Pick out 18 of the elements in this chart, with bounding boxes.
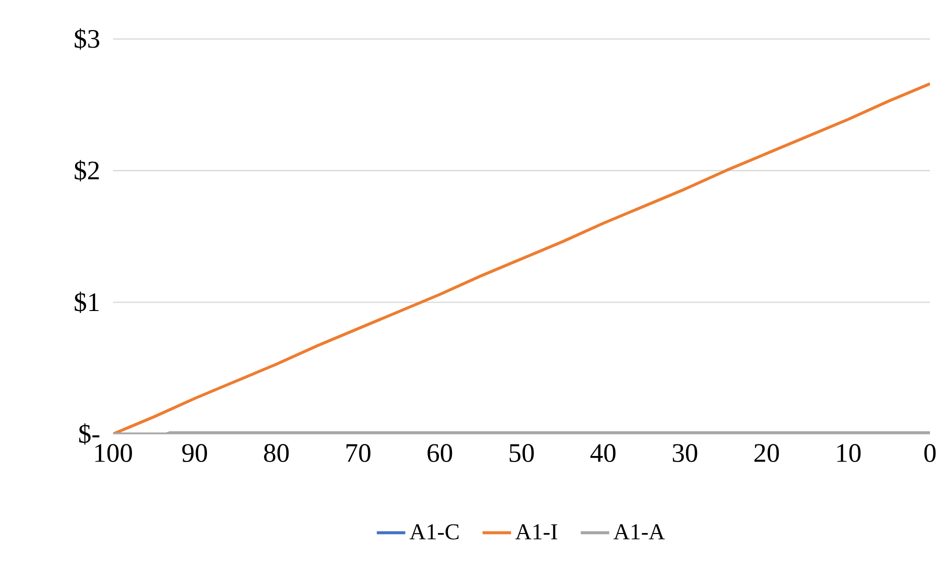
- x-tick-label: 90: [182, 444, 208, 462]
- x-tick-label: 30: [672, 444, 698, 462]
- y-tick-label: $3: [74, 28, 100, 50]
- y-tick-label: $2: [74, 160, 99, 182]
- x-tick-label: 100: [95, 444, 132, 462]
- y-tick-label: $-: [79, 423, 100, 445]
- y-tick-label: $1: [74, 292, 99, 313]
- legend-label: A1-C: [410, 524, 459, 540]
- x-tick-label: 70: [346, 444, 370, 462]
- x-tick-label: 0: [924, 444, 936, 462]
- x-tick-label: 80: [264, 444, 289, 462]
- legend-label: A1-A: [614, 524, 665, 540]
- x-tick-label: 10: [837, 444, 861, 462]
- x-tick-label: 20: [754, 444, 779, 462]
- x-tick-label: 50: [510, 444, 534, 462]
- legend-label: A1-I: [515, 524, 558, 540]
- x-tick-label: 40: [590, 444, 616, 462]
- x-tick-label: 60: [428, 444, 452, 462]
